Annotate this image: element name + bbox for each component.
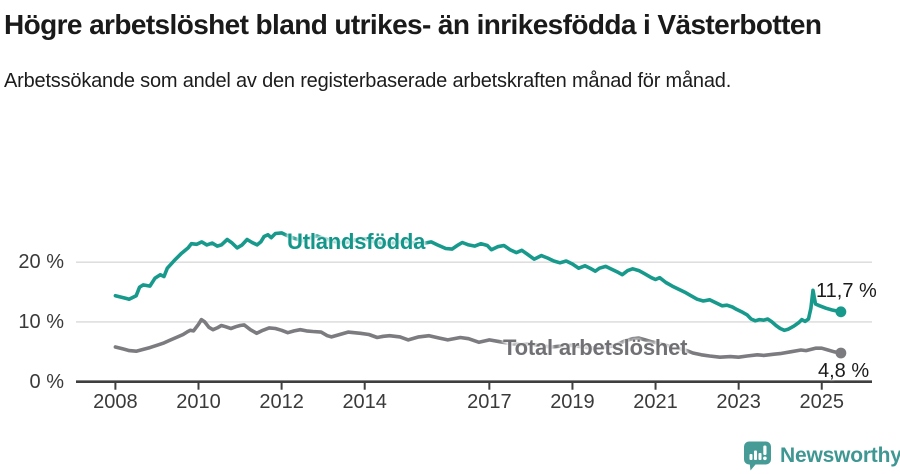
y-axis-label: 0 % [29, 370, 64, 393]
series-end-dot-utlandsfodda [835, 306, 847, 318]
x-axis-label: 2012 [259, 391, 304, 413]
x-axis-label: 2025 [799, 391, 845, 413]
series-line-utlandsfodda [113, 231, 843, 333]
series-label-total-arbetsloshet: Total arbetslöshet [503, 335, 688, 360]
series-end-dot-total [835, 347, 847, 359]
newsworthy-branding: Newsworthy [744, 441, 900, 471]
x-axis-label: 2023 [716, 391, 761, 413]
end-value-label-total: 4,8 % [818, 360, 870, 382]
newsworthy-brand-name: Newsworthy [780, 444, 900, 467]
x-axis-label: 2008 [93, 391, 138, 413]
newsworthy-logo-icon [744, 441, 771, 471]
y-axis-label: 20 % [18, 251, 64, 274]
x-axis-label: 2021 [633, 391, 678, 413]
x-axis-label: 2017 [467, 391, 512, 413]
series-label-utlandsfodda: Utlandsfödda [287, 229, 426, 254]
x-axis-label: 2014 [342, 391, 387, 413]
x-axis-label: 2010 [176, 391, 221, 413]
end-value-label-utlandsfodda: 11,7 % [816, 280, 877, 302]
y-axis-label: 10 % [18, 310, 64, 333]
chart-header: Högre arbetslöshet bland utrikes- än inr… [4, 6, 864, 95]
chart-title: Högre arbetslöshet bland utrikes- än inr… [4, 9, 822, 40]
series-line-total [113, 317, 843, 360]
chart-subtitle: Arbetssökande som andel av den registerb… [4, 70, 732, 92]
x-axis-label: 2019 [550, 391, 595, 413]
